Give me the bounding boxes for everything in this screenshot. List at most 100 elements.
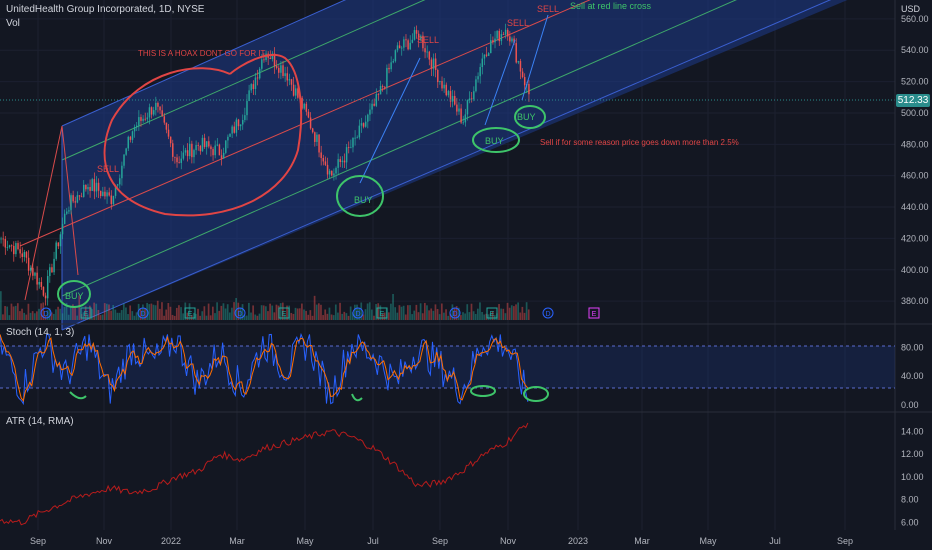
candle-body	[208, 141, 210, 147]
volume-bar	[508, 307, 511, 320]
event-marker-label: E	[188, 311, 193, 318]
sell-label-4: SELL	[537, 4, 559, 14]
event-marker-label: E	[84, 311, 89, 318]
volume-bar	[48, 308, 51, 320]
volume-bar	[485, 313, 488, 320]
volume-bar	[502, 308, 505, 320]
volume-bar	[16, 303, 19, 320]
volume-bar	[409, 305, 411, 320]
candle-body	[91, 179, 93, 191]
volume-bar	[303, 309, 305, 320]
volume-bar	[500, 308, 503, 320]
volume-bar	[146, 302, 148, 320]
candle-body	[0, 238, 2, 240]
volume-bar	[392, 294, 394, 320]
candle-body	[197, 145, 199, 146]
candle-body	[358, 125, 361, 138]
candle-body	[521, 71, 524, 78]
candle-body	[61, 223, 64, 235]
volume-bar	[129, 305, 132, 320]
candle-body	[87, 187, 89, 190]
volume-bar	[114, 309, 117, 320]
candle-body	[252, 84, 255, 90]
price-tick-label: 400.00	[901, 265, 929, 275]
candle-body	[502, 34, 505, 35]
volume-bar	[207, 303, 210, 320]
candle-body	[114, 185, 117, 196]
candle-body	[125, 148, 127, 155]
volume-bar	[271, 305, 274, 320]
volume-bar	[489, 313, 492, 320]
volume-bar	[515, 304, 517, 320]
volume-bar	[498, 304, 500, 320]
volume-bar	[57, 306, 59, 320]
candle-body	[432, 58, 435, 69]
candle-body	[161, 110, 163, 117]
volume-bar	[402, 305, 405, 320]
atr-tick-label: 6.00	[901, 517, 919, 527]
candle-body	[32, 267, 34, 276]
price-tick-label: 540.00	[901, 45, 929, 55]
volume-bar	[182, 313, 185, 320]
candle-body	[354, 137, 356, 139]
volume-bar	[426, 305, 428, 320]
volume-bar	[510, 305, 513, 320]
volume-bar	[457, 307, 460, 320]
vol-label: Vol	[6, 18, 20, 29]
channel-upper-line	[61, 0, 347, 127]
candle-body	[180, 158, 183, 163]
volume-bar	[112, 304, 115, 320]
volume-bar	[390, 303, 392, 320]
volume-bar	[419, 303, 422, 320]
volume-bar	[305, 310, 307, 320]
volume-bar	[222, 303, 225, 320]
volume-bar	[269, 303, 271, 320]
candle-body	[453, 95, 456, 105]
candle-body	[422, 35, 424, 49]
volume-bar	[220, 305, 223, 320]
candle-body	[108, 192, 110, 196]
volume-bar	[131, 311, 134, 320]
candle-body	[515, 43, 517, 63]
sell-pct-annotation: Sell if for some reason price goes down …	[540, 138, 739, 147]
candle-body	[222, 152, 225, 159]
hoax-circle	[103, 53, 303, 217]
volume-bar	[120, 310, 123, 320]
volume-bar	[483, 314, 486, 320]
volume-bar	[470, 303, 473, 320]
candle-body	[70, 195, 72, 211]
candle-body	[110, 195, 113, 205]
volume-bar	[400, 306, 403, 320]
candle-body	[350, 147, 352, 149]
volume-bar	[250, 312, 252, 320]
candle-body	[89, 187, 91, 191]
volume-bar	[504, 313, 507, 320]
candle-body	[292, 84, 295, 96]
volume-bar	[373, 315, 375, 320]
candle-body	[523, 77, 526, 86]
price-axis: 560.00 540.00 520.00 500.00 480.00 460.00 440.…	[901, 14, 929, 306]
candle-body	[186, 150, 189, 157]
volume-bar	[440, 303, 443, 320]
volume-bar	[411, 314, 413, 320]
volume-bar	[125, 307, 127, 320]
volume-bar	[383, 312, 386, 320]
candle-body	[220, 155, 223, 159]
candle-body	[191, 143, 193, 158]
volume-bar	[447, 315, 450, 320]
candle-body	[78, 195, 81, 197]
volume-bar	[320, 304, 322, 320]
candle-body	[468, 98, 471, 101]
volume-bar	[19, 311, 21, 320]
event-marker-label: E	[282, 311, 287, 318]
volume-bar	[175, 307, 178, 320]
volume-bar	[455, 306, 458, 320]
channel-upper-green-line	[61, 0, 426, 161]
volume-bar	[203, 306, 206, 320]
candle-body	[63, 213, 66, 224]
candle-body	[394, 50, 397, 62]
candle-body	[229, 133, 231, 137]
candle-body	[343, 160, 346, 163]
volume-bar	[364, 309, 367, 320]
